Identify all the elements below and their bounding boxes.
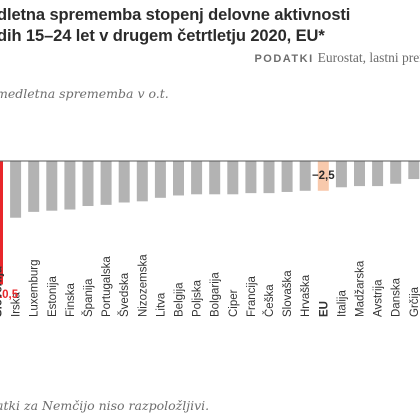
bar-nizozemska	[137, 162, 148, 202]
category-label-slovaška: Slovaška	[282, 270, 294, 317]
category-label-luxemburg: Luxemburg	[29, 259, 41, 317]
bar-italija	[336, 162, 347, 188]
bar-litva	[155, 162, 166, 198]
category-label-bolgarija: Bolgarija	[210, 272, 222, 317]
category-label-poljska: Poljska	[192, 279, 204, 317]
bar-hrvaška	[300, 162, 311, 191]
bar-švedska	[119, 162, 130, 203]
bar-slovaška	[282, 162, 293, 192]
bar-danska	[390, 162, 401, 184]
category-label-grčija: Grčija	[409, 286, 420, 317]
category-label-češka: Češka	[263, 284, 276, 317]
category-label-avstrija: Avstrija	[373, 279, 385, 317]
category-label-litva: Litva	[155, 292, 167, 317]
bar-luxemburg	[28, 162, 39, 212]
category-label-belgija: Belgija	[174, 282, 186, 317]
category-label-ciper: Ciper	[228, 289, 240, 317]
category-label-portugalska: Portugalska	[101, 256, 113, 317]
bar-ciper	[227, 162, 238, 195]
bar-irska	[10, 162, 21, 218]
bar-finska	[64, 162, 75, 210]
category-label-estonija: Estonija	[47, 275, 59, 317]
bar-bolgarija	[209, 162, 220, 195]
bar-estonija	[46, 162, 57, 211]
bar-slovenija	[0, 162, 3, 285]
bar-grčija	[408, 162, 419, 180]
category-label-francija: Francija	[246, 275, 258, 317]
footnote: atki za Nemčijo niso razpoložljivi.	[0, 398, 209, 413]
category-label-nizozemska: Nizozemska	[137, 254, 149, 317]
bar-portugalska	[101, 162, 112, 205]
category-label-madžarska: Madžarska	[355, 260, 367, 317]
data-label-slovenija: −10,5	[0, 289, 19, 301]
bar-madžarska	[354, 162, 365, 187]
bar-španija	[83, 162, 94, 207]
bar-poljska	[191, 162, 202, 195]
category-label-španija: Španija	[82, 278, 95, 317]
category-label-eu: EU	[318, 301, 330, 317]
bar-češka	[264, 162, 275, 194]
bar-francija	[245, 162, 256, 194]
category-label-danska: Danska	[391, 277, 403, 317]
bar-avstrija	[372, 162, 383, 187]
category-label-švedska: Švedska	[118, 272, 131, 317]
category-label-hrvaška: Hrvaška	[300, 274, 312, 317]
category-label-italija: Italija	[336, 290, 348, 317]
data-label-eu: −2,5	[312, 170, 335, 182]
category-label-finska: Finska	[65, 283, 77, 317]
bar-belgija	[173, 162, 184, 196]
